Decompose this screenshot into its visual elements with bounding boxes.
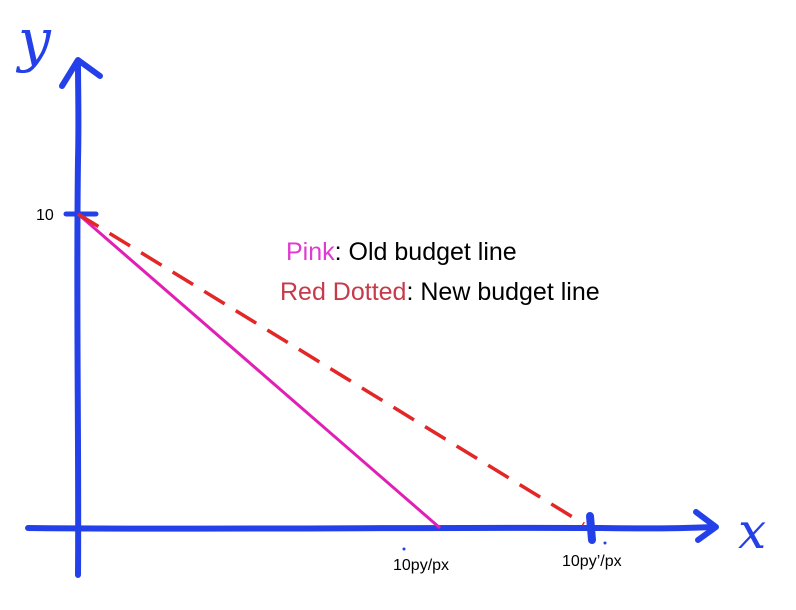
y-axis-arrowhead: [59, 57, 103, 89]
y-axis-label: y: [15, 6, 52, 74]
legend-red-key: Red Dotted: [280, 278, 406, 306]
legend-pink-text: : Old budget line: [335, 238, 517, 266]
legend-red-text: : New budget line: [406, 278, 599, 306]
legend-pink-key: Pink: [286, 238, 335, 266]
y-axis-line: [74, 59, 82, 578]
old-budget-line: [77, 212, 441, 530]
x-axis-arrowhead: [693, 509, 719, 543]
x-axis-label: x: [738, 502, 766, 560]
new-budget-line: [77, 212, 585, 526]
x-tick-dot-old: [402, 547, 406, 551]
x-axis-line: [25, 524, 717, 532]
x-tick-label-new: 10py’/px: [562, 553, 622, 570]
x-tick-label-old: 10py/px: [393, 557, 449, 574]
x-tick-mark-new: [586, 512, 596, 544]
legend-new: Red Dotted: New budget line: [280, 278, 600, 306]
y-tick-label: 10: [36, 207, 54, 224]
x-tick-dot-new: [603, 541, 607, 545]
legend-old: Pink: Old budget line: [286, 238, 517, 266]
